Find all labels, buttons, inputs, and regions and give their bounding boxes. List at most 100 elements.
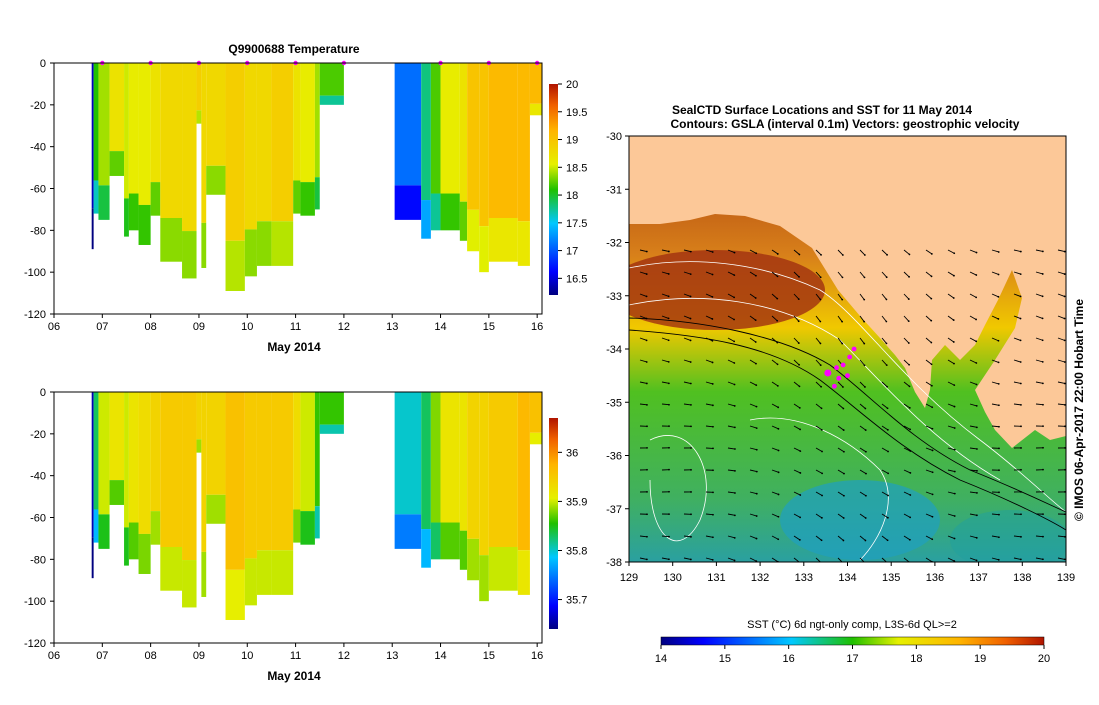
profile-column	[110, 392, 124, 505]
profile-cell	[92, 392, 94, 537]
x-tick-label: 06	[48, 650, 60, 662]
seal-location-marker	[841, 363, 846, 368]
profile-cell	[124, 527, 129, 565]
velocity-arrow-head	[932, 428, 934, 430]
velocity-arrow-head	[1020, 404, 1022, 406]
velocity-arrow-head	[799, 429, 801, 431]
velocity-arrow-head	[820, 276, 822, 278]
map-y-tick-label: -36	[606, 451, 622, 463]
velocity-arrow-head	[646, 318, 648, 320]
velocity-arrow-head	[931, 275, 933, 277]
velocity-arrow-head	[931, 253, 933, 255]
profile-cell	[197, 392, 202, 439]
profile-column	[160, 392, 182, 591]
profile-cell	[139, 205, 151, 245]
velocity-arrow-head	[733, 319, 735, 321]
velocity-arrow-head	[690, 536, 692, 538]
profile-cell	[110, 480, 124, 505]
profile-cell	[395, 63, 422, 185]
velocity-arrow-head	[712, 383, 714, 385]
profile-cell	[94, 63, 99, 180]
velocity-arrow-head	[953, 297, 955, 299]
profile-cell	[129, 523, 139, 560]
x-tick-label: 09	[193, 321, 205, 333]
velocity-arrow-head	[799, 539, 801, 541]
profile-column	[94, 392, 99, 543]
map-x-tick-label: 136	[926, 572, 944, 584]
profile-cell	[530, 433, 542, 445]
velocity-arrow-head	[887, 472, 889, 474]
profile-cell	[92, 537, 94, 578]
profile-cell	[257, 550, 271, 595]
velocity-arrow-head	[932, 471, 934, 473]
profile-column	[197, 63, 202, 124]
profile-cell	[98, 392, 109, 514]
velocity-arrow-head	[931, 406, 933, 408]
velocity-arrow-head	[712, 491, 714, 493]
velocity-arrow-head	[909, 516, 911, 518]
colorbar-tick-label: 18	[566, 190, 578, 202]
velocity-arrow-head	[864, 540, 866, 542]
profile-cell	[441, 392, 460, 523]
profile-cell	[460, 392, 467, 531]
profile-column	[293, 392, 300, 543]
profile-column	[530, 392, 542, 444]
profile-cell	[441, 523, 460, 560]
profile-cell	[226, 570, 245, 620]
velocity-arrow-head	[909, 385, 911, 387]
profile-column	[421, 392, 431, 568]
velocity-arrow-head	[998, 362, 1000, 364]
velocity-arrow-head	[1042, 404, 1044, 406]
map-x-tick-label: 135	[882, 572, 900, 584]
profile-column	[139, 63, 151, 245]
velocity-arrow-head	[954, 471, 956, 473]
profile-column	[129, 63, 139, 230]
profile-cell	[182, 231, 196, 278]
velocity-arrow-head	[734, 252, 736, 254]
profile-cell	[245, 229, 257, 276]
profile-cell	[293, 180, 300, 213]
profile-cell	[257, 63, 271, 221]
velocity-arrow-head	[908, 276, 910, 278]
profile-column	[431, 392, 441, 559]
y-tick-label: -100	[24, 596, 46, 608]
velocity-arrow-head	[975, 319, 977, 321]
velocity-arrow-head	[976, 448, 978, 450]
profile-cell	[94, 509, 99, 542]
velocity-arrow-head	[1064, 296, 1066, 298]
velocity-arrow-head	[734, 470, 736, 472]
profile-cell	[129, 392, 139, 523]
seal-location-marker	[824, 369, 831, 376]
velocity-arrow-head	[712, 362, 714, 364]
velocity-arrow-head	[1042, 425, 1044, 427]
profile-cell	[315, 392, 320, 506]
profile-cell	[92, 63, 94, 208]
map-y-tick-label: -32	[606, 238, 622, 250]
velocity-arrow-head	[1064, 339, 1066, 341]
velocity-arrow-head	[931, 363, 933, 365]
velocity-arrow-head	[909, 472, 911, 474]
profile-cell	[421, 63, 431, 200]
profile-cell	[315, 63, 320, 177]
colorbar-tick-label: 20	[566, 79, 578, 91]
x-tick-label: 08	[145, 321, 157, 333]
profile-column	[245, 63, 257, 276]
velocity-arrow-head	[976, 405, 978, 407]
x-tick-label: 16	[531, 650, 543, 662]
velocity-arrow-head	[998, 447, 1000, 449]
velocity-arrow-head	[998, 251, 1000, 253]
profile-column	[315, 392, 320, 538]
map-y-tick-label: -37	[606, 504, 622, 516]
profile-cell	[431, 63, 441, 194]
velocity-arrow-head	[887, 539, 889, 541]
map-x-tick-label: 131	[707, 572, 725, 584]
profile-column	[479, 63, 489, 272]
profile-cell	[518, 63, 530, 221]
velocity-arrow-head	[646, 361, 648, 363]
velocity-arrow-head	[1064, 251, 1066, 253]
seal-location-marker	[845, 373, 850, 378]
velocity-arrow-head	[908, 342, 910, 344]
profile-column	[421, 63, 431, 239]
profile-cell	[421, 392, 431, 529]
